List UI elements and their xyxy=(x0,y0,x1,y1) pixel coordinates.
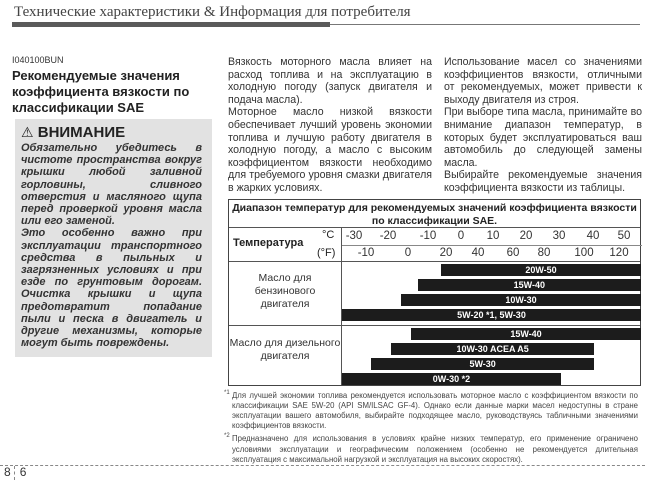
page-header-title: Технические характеристики & Информация … xyxy=(14,4,411,20)
left-column: I040100BUN Рекомендуемые значения коэффи… xyxy=(12,55,217,358)
tick-label-celsius: 30 xyxy=(552,229,566,242)
divider xyxy=(341,244,642,246)
unit-fahrenheit: (°F) xyxy=(317,246,336,259)
warning-paragraph: Обязательно убедитесь в чистоте простран… xyxy=(21,142,202,228)
page-footer-rule xyxy=(0,465,645,466)
warning-text: Обязательно убедитесь в чистоте простран… xyxy=(15,142,207,349)
diesel-oil-bar: 0W-30 *2 xyxy=(342,372,561,385)
footnote-1: *1 Для лучшей экономии топлива рекоменду… xyxy=(224,390,638,432)
main-area: Вязкость моторного масла влияет на расхо… xyxy=(224,56,642,465)
divider xyxy=(341,226,342,385)
middle-column: Вязкость моторного масла влияет на расхо… xyxy=(228,56,432,195)
warning-heading-text: ВНИМАНИЕ xyxy=(37,124,126,141)
warning-paragraph: Это особенно важно при эксплуатации тран… xyxy=(21,227,202,350)
tick-label-celsius: 50 xyxy=(617,229,631,242)
paragraph: Использование масел со значениями коэффи… xyxy=(444,56,642,106)
tick-label-fahrenheit: 0 xyxy=(404,246,412,259)
tick-label-fahrenheit: 40 xyxy=(471,246,485,259)
petrol-label: Масло для бензинового двигателя xyxy=(254,271,316,310)
paragraph: Моторное масло низкой вязкости обеспечив… xyxy=(228,106,432,194)
tick-label-fahrenheit: 120 xyxy=(609,246,629,259)
petrol-oil-bar: 5W-20 *1, 5W-30 xyxy=(342,308,641,321)
warning-triangle-icon: ⚠ xyxy=(21,124,34,140)
tick-label-celsius: 20 xyxy=(519,229,533,242)
viscosity-table: Диапазон температур для рекомендуемых зн… xyxy=(228,198,642,386)
tick-label-celsius: 40 xyxy=(586,229,600,242)
footnote-mark: *2 xyxy=(224,433,230,440)
section-code: I040100BUN xyxy=(12,55,64,65)
tick-label-fahrenheit: 100 xyxy=(574,246,594,259)
footnote-text: Предназначено для использования в услови… xyxy=(232,434,638,464)
tick-label-fahrenheit: -10 xyxy=(357,246,375,259)
divider xyxy=(229,226,640,228)
tick-label-celsius: 10 xyxy=(486,229,500,242)
tick-label-celsius: -30 xyxy=(345,229,363,242)
divider xyxy=(229,260,640,262)
petrol-oil-bar: 20W-50 xyxy=(441,263,641,276)
tick-label-celsius: -20 xyxy=(379,229,397,242)
warning-heading: ⚠ ВНИМАНИЕ xyxy=(15,123,212,142)
paragraph: Выбирайте рекомендуемые значения коэффиц… xyxy=(444,169,642,194)
tick-label-celsius: 0 xyxy=(457,229,465,242)
paragraph: Вязкость моторного масла влияет на расхо… xyxy=(228,56,432,106)
tick-label-fahrenheit: 60 xyxy=(506,246,520,259)
right-column: Использование масел со значениями коэффи… xyxy=(444,56,642,195)
table-title: Диапазон температур для рекомендуемых зн… xyxy=(232,201,637,227)
temperature-label: Температура xyxy=(233,236,304,249)
header-rule xyxy=(330,24,640,25)
diesel-oil-bar: 15W-40 xyxy=(411,327,641,340)
unit-celsius: °C xyxy=(322,228,335,241)
tick-label-fahrenheit: 80 xyxy=(537,246,551,259)
footnote-text: Для лучшей экономии топлива рекомендуетс… xyxy=(232,390,638,431)
diesel-oil-bar: 10W-30 ACEA A5 xyxy=(391,342,595,355)
header-bar xyxy=(12,22,330,27)
footnote-mark: *1 xyxy=(224,389,230,396)
footnote-2: *2 Предназначено для использования в усл… xyxy=(224,433,638,465)
petrol-oil-bar: 10W-30 xyxy=(401,293,641,306)
diesel-oil-bar: 5W-30 xyxy=(371,357,595,370)
section-title: Рекомендуемые значения коэффициента вязк… xyxy=(12,68,190,115)
tick-label-fahrenheit: 20 xyxy=(439,246,453,259)
tick-label-celsius: -10 xyxy=(419,229,437,242)
page-number-value: 6 xyxy=(19,465,27,479)
text-columns: Вязкость моторного масла влияет на расхо… xyxy=(228,56,642,195)
divider xyxy=(229,324,640,326)
petrol-oil-bar: 15W-40 xyxy=(417,278,641,291)
diesel-label: Масло для дизельного двигателя xyxy=(229,336,341,362)
warning-box: ⚠ ВНИМАНИЕ Обязательно убедитесь в чисто… xyxy=(15,119,212,358)
chapter-number: 8 xyxy=(4,465,11,479)
paragraph: При выборе типа масла, принимайте во вни… xyxy=(444,106,642,169)
